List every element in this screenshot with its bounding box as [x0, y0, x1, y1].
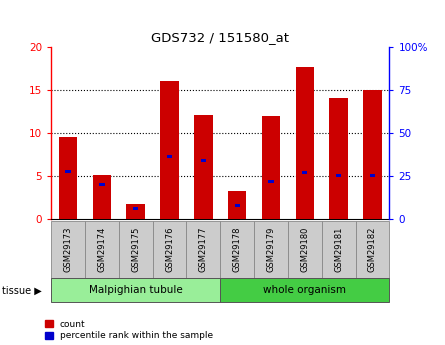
Text: GSM29178: GSM29178 — [233, 227, 242, 272]
Text: tissue ▶: tissue ▶ — [2, 286, 42, 295]
Bar — [51, 221, 85, 278]
Bar — [186, 221, 220, 278]
Text: Malpighian tubule: Malpighian tubule — [89, 285, 182, 295]
Bar — [126, 204, 145, 219]
Bar — [268, 180, 274, 184]
Text: GSM29182: GSM29182 — [368, 227, 377, 272]
Bar — [153, 221, 186, 278]
Bar — [228, 190, 247, 219]
Bar — [262, 116, 280, 219]
Text: GSM29175: GSM29175 — [131, 227, 140, 272]
Bar — [65, 170, 71, 173]
Text: GSM29177: GSM29177 — [199, 227, 208, 272]
Bar — [288, 221, 322, 278]
Text: GSM29176: GSM29176 — [165, 227, 174, 272]
Bar — [99, 183, 105, 186]
Bar — [302, 171, 307, 174]
Bar — [59, 137, 77, 219]
Bar — [295, 67, 314, 219]
Bar — [167, 156, 172, 158]
Text: GSM29179: GSM29179 — [267, 227, 275, 272]
Text: GSM29173: GSM29173 — [64, 227, 73, 272]
Legend: count, percentile rank within the sample: count, percentile rank within the sample — [44, 320, 213, 341]
Bar — [329, 98, 348, 219]
Bar — [220, 278, 389, 302]
Bar — [220, 221, 254, 278]
Bar — [370, 175, 375, 177]
Text: GSM29174: GSM29174 — [97, 227, 106, 272]
Bar — [51, 278, 220, 302]
Bar — [194, 115, 213, 219]
Title: GDS732 / 151580_at: GDS732 / 151580_at — [151, 31, 289, 44]
Text: whole organism: whole organism — [263, 285, 346, 295]
Bar — [93, 175, 111, 219]
Bar — [133, 207, 138, 210]
Bar — [119, 221, 153, 278]
Bar — [201, 159, 206, 162]
Bar — [322, 221, 356, 278]
Bar — [356, 221, 389, 278]
Text: GSM29181: GSM29181 — [334, 227, 343, 272]
Text: GSM29180: GSM29180 — [300, 227, 309, 272]
Bar — [235, 204, 240, 207]
Bar — [254, 221, 288, 278]
Bar — [85, 221, 119, 278]
Bar — [160, 81, 179, 219]
Bar — [336, 175, 341, 177]
Bar — [363, 90, 382, 219]
